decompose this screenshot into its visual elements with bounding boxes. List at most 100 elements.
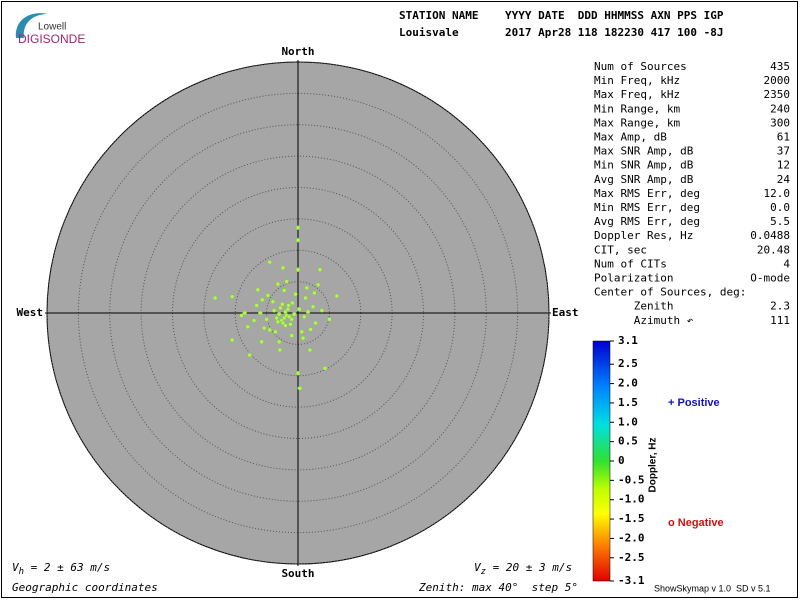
source-point (319, 308, 325, 313)
stat-label: Max SNR Amp, dB (594, 145, 694, 158)
source-point (273, 329, 278, 335)
version-label: ShowSkymap v 1.0 SD v 5.1 (654, 583, 771, 593)
stat-label: Polarization (594, 272, 673, 285)
stat-label: Avg SNR Amp, dB (594, 173, 694, 186)
stat-label: Max Freq, kHz (594, 88, 680, 101)
colorbar-tick-label: 2.0 (618, 377, 638, 390)
source-point (295, 370, 301, 376)
source-point (281, 288, 287, 293)
source-point (301, 314, 307, 320)
negative-legend: o Negative (668, 517, 724, 529)
stat-label: Zenith (594, 300, 673, 313)
colorbar-tick-label: 0.5 (618, 435, 638, 448)
source-point (278, 305, 283, 311)
stat-value: 37 (777, 145, 790, 158)
source-point (254, 303, 259, 308)
logo-swoosh (15, 13, 48, 38)
source-point (280, 265, 286, 271)
stat-value: 300 (770, 116, 790, 129)
stat-label: Min Range, km (594, 102, 680, 115)
vz-label: Vz = 20 ± 3 m/s (474, 561, 572, 577)
stat-value: 24 (777, 173, 791, 186)
stat-label: Min SNR Amp, dB (594, 159, 694, 172)
colorbar-tick-label: 3.1 (618, 334, 638, 347)
source-point (258, 310, 263, 316)
source-point (283, 323, 288, 328)
stat-label: Azimuth ↶ (594, 314, 694, 327)
source-point (296, 306, 302, 312)
colorbar-tick-label: -2.5 (618, 551, 645, 564)
stat-value: 12 (777, 159, 790, 172)
colorbar-tick-label: -1.0 (618, 493, 645, 506)
compass-south: South (281, 567, 314, 580)
source-point (286, 303, 291, 308)
header-line: STATION NAME YYYY DATE DDD HHMMSS AXN PP… (399, 9, 724, 22)
source-point (293, 291, 298, 297)
source-point (265, 293, 271, 298)
source-point (245, 324, 251, 330)
stat-value: 111 (770, 314, 790, 327)
source-point (304, 285, 310, 291)
stat-value: 2350 (764, 88, 791, 101)
vh-label: Vh = 2 ± 63 m/s (12, 561, 110, 577)
stats-table: Num of Sources 435 Min Freq, kHz 2000 Max Fr… (594, 60, 790, 327)
source-point (277, 347, 283, 353)
stat-value: 0.0 (770, 201, 790, 214)
stat-value: 61 (777, 131, 790, 144)
stat-label: Center of Sources, deg: (594, 286, 746, 299)
source-point (322, 365, 328, 371)
stat-value: 240 (770, 102, 790, 115)
stat-label: Min RMS Err, deg (594, 201, 700, 214)
source-point (310, 304, 316, 310)
source-point (303, 295, 308, 301)
colorbar-tick-label: 0 (618, 454, 625, 467)
stat-label: Min Freq, kHz (594, 74, 680, 87)
source-point (289, 316, 295, 322)
source-point (295, 225, 301, 230)
source-point (239, 313, 244, 318)
coords-label: Geographic coordinates (12, 581, 158, 594)
source-point (276, 339, 282, 345)
compass-east: East (552, 306, 579, 319)
source-point (305, 309, 311, 315)
source-point (284, 279, 290, 284)
logo-bottom: DIGISONDE (18, 32, 85, 46)
source-point (212, 295, 218, 301)
source-point (295, 237, 301, 243)
logo-top: Lowell (38, 22, 66, 33)
zenith-label: Zenith: max 40° step 5° (418, 581, 578, 594)
stat-value: 20.48 (757, 243, 790, 256)
source-point (247, 352, 252, 358)
stat-value: 2.3 (770, 300, 790, 313)
source-point (300, 335, 306, 341)
stat-label: Max RMS Err, deg (594, 187, 700, 200)
source-point (251, 318, 257, 323)
source-point (290, 300, 295, 306)
stat-label: Max Amp, dB (594, 131, 667, 144)
stat-label: Num of Sources (594, 60, 687, 73)
stat-label: Max Range, km (594, 116, 680, 129)
source-point (267, 327, 273, 333)
source-point (255, 287, 261, 293)
source-point (275, 319, 281, 325)
stat-label: Num of CITs (594, 257, 667, 270)
source-point (312, 290, 317, 296)
source-point (289, 333, 295, 338)
source-point (274, 315, 279, 321)
source-point (229, 337, 235, 343)
source-point (271, 308, 277, 313)
colorbar-tick-label: -3.1 (618, 574, 645, 587)
stat-value: 12.0 (764, 187, 791, 200)
stat-value: 5.5 (770, 215, 790, 228)
source-point (264, 316, 269, 322)
colorbar-tick-label: -1.5 (618, 512, 645, 525)
compass-west: West (17, 306, 44, 319)
stat-value: 435 (770, 60, 790, 73)
source-point (297, 385, 303, 391)
source-point (229, 294, 235, 299)
source-point (334, 293, 340, 299)
colorbar-rect (592, 340, 611, 582)
source-point (299, 329, 305, 335)
source-point (280, 301, 285, 307)
